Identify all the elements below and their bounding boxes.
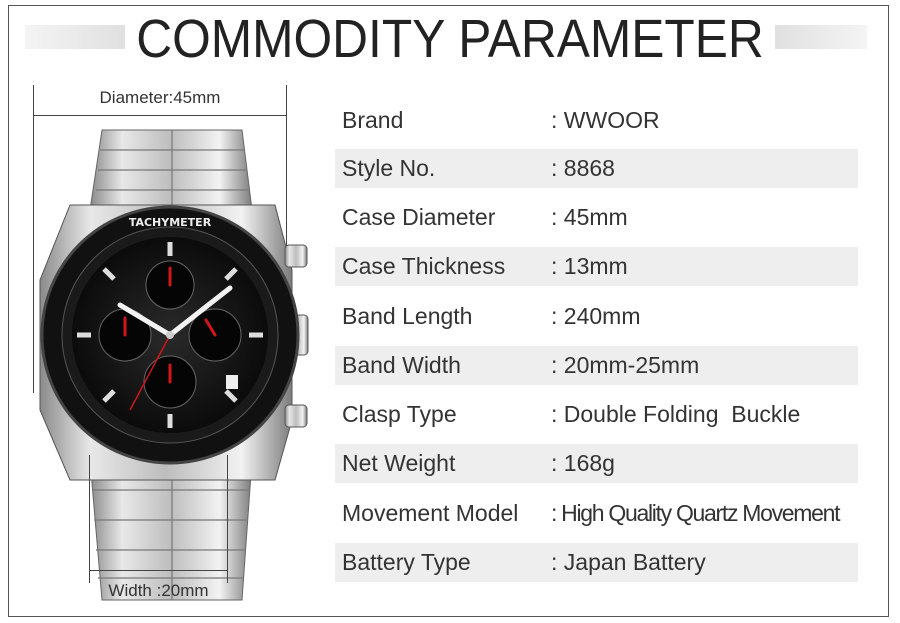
title-decoration-left — [25, 25, 125, 49]
spec-row-band-width: Band Width : 20mm-25mm — [335, 346, 858, 385]
spec-value: : 8868 — [551, 155, 615, 181]
spec-label: Case Thickness — [342, 253, 506, 279]
diameter-line-right — [286, 85, 287, 305]
spec-label: Movement Model — [342, 500, 519, 526]
spec-row-clasp-type: Clasp Type : Double Folding Buckle — [335, 395, 858, 434]
spec-label: Style No. — [342, 155, 436, 181]
spec-value: : High Quality Quartz Movement — [551, 500, 841, 526]
spec-row-case-diameter: Case Diameter : 45mm — [335, 198, 858, 237]
spec-label: Band Length — [342, 303, 473, 329]
spec-label: Band Width — [342, 352, 461, 378]
width-line — [89, 570, 228, 571]
spec-value: : 13mm — [551, 253, 628, 279]
spec-row-movement-model: Movement Model : High Quality Quartz Move… — [335, 494, 858, 533]
watch-image: TACHYMETER — [30, 120, 310, 615]
spec-row-net-weight: Net Weight : 168g — [335, 444, 858, 483]
spec-label: Battery Type — [342, 549, 471, 575]
width-label: Width :20mm — [108, 581, 209, 600]
title-decoration-right — [775, 25, 867, 49]
width-line-left — [89, 455, 90, 583]
spec-row-battery-type: Battery Type : Japan Battery — [335, 543, 858, 582]
diameter-line-left — [33, 85, 34, 393]
diameter-label: Diameter:45mm — [99, 88, 221, 107]
spec-label: Net Weight — [342, 450, 456, 476]
spec-value: : 168g — [551, 450, 615, 476]
spec-label: Case Diameter — [342, 204, 496, 230]
outer-frame — [8, 5, 889, 617]
spec-row-case-thickness: Case Thickness : 13mm — [335, 247, 858, 286]
spec-value: : WWOOR — [551, 107, 660, 133]
spec-label: Brand — [342, 107, 404, 133]
spec-row-style-no: Style No. : 8868 — [335, 149, 858, 188]
spec-value: : Japan Battery — [551, 549, 706, 575]
spec-row-band-length: Band Length : 240mm — [335, 297, 858, 336]
bezel-text: TACHYMETER — [129, 216, 212, 229]
spec-label: Clasp Type — [342, 401, 457, 427]
spec-value: : 45mm — [551, 204, 628, 230]
spec-value: : Double Folding Buckle — [551, 401, 801, 427]
diameter-line — [33, 115, 287, 116]
spec-value: : 20mm-25mm — [551, 352, 700, 378]
width-line-right — [227, 455, 228, 583]
spec-value: : 240mm — [551, 303, 641, 329]
page-title: COMMODITY PARAMETER — [136, 9, 764, 69]
spec-row-brand: Brand : WWOOR — [335, 101, 858, 140]
